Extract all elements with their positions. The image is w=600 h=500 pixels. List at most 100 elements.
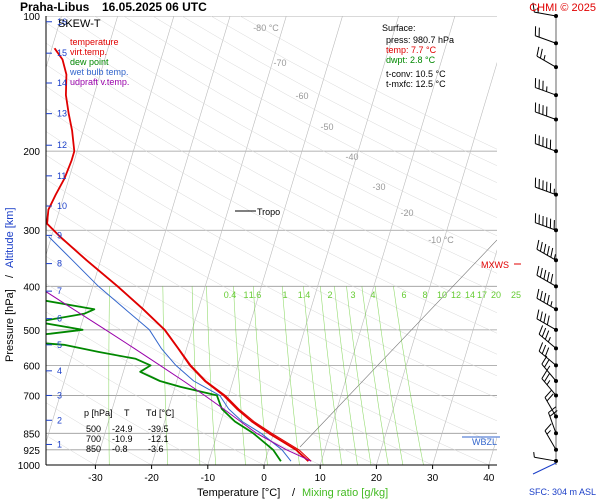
pressure-tick-label: 850: [23, 429, 40, 440]
isotherm-label: -80 °C: [253, 23, 279, 33]
mixing-ratio-line-10: [320, 286, 343, 465]
wind-barb: [536, 309, 558, 332]
wind-barb-feather: [546, 315, 550, 325]
temperature-tick-label: -20: [144, 473, 159, 484]
mixing-ratio-line-6: [281, 286, 300, 465]
dry-adiabat-140: [65, 16, 497, 255]
dry-adiabat-80: [46, 131, 497, 377]
mixing-ratio-label: 1: [243, 290, 248, 300]
series-dew-point: [46, 299, 282, 462]
altitude-tick-label: 8: [57, 259, 62, 269]
wind-barb-feather: [543, 269, 547, 280]
y-axis-title: Pressure [hPa] / Altitude [km]: [4, 207, 16, 362]
wind-barb-feather: [541, 370, 548, 379]
mixing-ratio-label: 25: [511, 290, 521, 300]
wind-barb-feather: [538, 325, 544, 335]
isotherm-label: -70: [273, 58, 286, 68]
dry-adiabat-70: [46, 154, 497, 399]
dry-adiabat-120: [46, 42, 497, 294]
pressure-tick-label: 100: [23, 12, 40, 23]
wind-barb-dot: [554, 284, 558, 289]
wind-barb-dot: [554, 431, 558, 436]
mixing-ratio-label: 1: [282, 290, 287, 300]
isotherm--30: [95, 16, 231, 465]
wind-barb-dot: [554, 258, 558, 263]
wind-barb: [534, 26, 558, 46]
mixing-ratio-line-14: [346, 286, 372, 465]
table-row-500-t: -24.9: [112, 424, 133, 434]
wind-barb-dot: [554, 414, 558, 419]
wind-barb-feather: [539, 290, 543, 301]
wind-barb-dot: [554, 378, 558, 383]
series-wet-bulb-temp: [48, 236, 292, 462]
wind-barb-feather: [546, 294, 550, 305]
surface-dwpt: dwpt: 2.8 °C: [386, 55, 436, 65]
wind-barb-feather: [536, 239, 540, 250]
wind-barb-dot: [554, 192, 558, 197]
table-row-700-t: -10.9: [112, 434, 133, 444]
wind-barb-feather: [546, 245, 550, 256]
mixing-ratio-line-12: [334, 286, 358, 465]
dry-adiabat-170: [152, 16, 497, 201]
wind-barb-feather: [546, 393, 554, 402]
mixing-ratio-label: 1.6: [249, 290, 262, 300]
wind-barb-dot: [554, 363, 558, 368]
wind-barb-feather: [550, 247, 554, 258]
mixing-ratio-line-20: [374, 286, 404, 465]
wind-barb-feather: [543, 292, 547, 303]
wind-barb-feather: [536, 265, 540, 276]
wind-barb: [536, 239, 558, 263]
table-row-500-p: 500: [86, 424, 101, 434]
wind-barb-staff: [534, 456, 557, 462]
wind-barb-feather: [541, 327, 547, 338]
dry-adiabat-30: [46, 255, 433, 465]
wind-barb-feather: [543, 243, 547, 254]
wind-barbs: [532, 2, 558, 475]
surface-tconv: t-conv: 10.5 °C: [386, 69, 446, 79]
wind-barb-dot: [554, 149, 558, 154]
isotherm--40: [46, 16, 175, 444]
altitude-tick-label: 2: [57, 415, 62, 425]
wind-barb-half-feather: [537, 7, 539, 13]
mixing-ratio-label: 3: [350, 290, 355, 300]
temperature-tick-label: 10: [315, 473, 327, 484]
pressure-tick-label: 300: [23, 226, 40, 237]
wind-barb: [544, 390, 558, 419]
wind-barb: [536, 46, 558, 70]
isotherm-label: -20: [400, 208, 413, 218]
altitude-tick-label: 14: [57, 78, 67, 88]
altitude-tick-label: 16: [57, 17, 67, 27]
mixing-ratio-label: 8: [422, 290, 427, 300]
altitude-tick-label: 10: [57, 201, 67, 211]
mixing-ratio-label: 20: [491, 290, 501, 300]
pressure-tick-label: 700: [23, 391, 40, 402]
wind-barb-half-feather: [550, 301, 553, 307]
dry-adiabat-20: [46, 283, 377, 465]
y-axis-title-pressure: Pressure [hPa]: [4, 289, 16, 362]
pressure-tick-label: 1000: [18, 461, 41, 472]
table-row-850-t: -0.8: [112, 444, 128, 454]
mixing-ratio-line-3: [233, 286, 246, 465]
dry-adiabat--20: [46, 402, 152, 465]
altitude-tick-label: 3: [57, 390, 62, 400]
isotherm-label: -40: [345, 152, 358, 162]
wind-barb: [538, 325, 558, 351]
pressure-tick-label: 600: [23, 361, 40, 372]
isotherm-0: [263, 16, 399, 465]
wind-barb-half-feather: [543, 54, 546, 61]
altitude-tick-label: 7: [57, 286, 62, 296]
mixing-ratio-label: 4: [370, 290, 375, 300]
mixing-ratio-label: 1.4: [298, 290, 311, 300]
table-header-td: Td [°C]: [146, 408, 174, 418]
altitude-tick-label: 6: [57, 314, 62, 324]
isotherm-label: -50: [320, 122, 333, 132]
temperature-tick-label: 40: [483, 473, 495, 484]
tropopause-label: Tropo: [257, 207, 280, 217]
series-virt-temp: [47, 48, 312, 462]
altitude-tick-label: 15: [57, 48, 67, 58]
wind-barb: [544, 423, 558, 452]
station-title: Praha-Libus: [20, 0, 90, 14]
wind-barb-feather: [543, 313, 547, 323]
altitude-tick-label: 5: [57, 340, 62, 350]
datetime-title: 16.05.2025 06 UTC: [102, 0, 207, 14]
